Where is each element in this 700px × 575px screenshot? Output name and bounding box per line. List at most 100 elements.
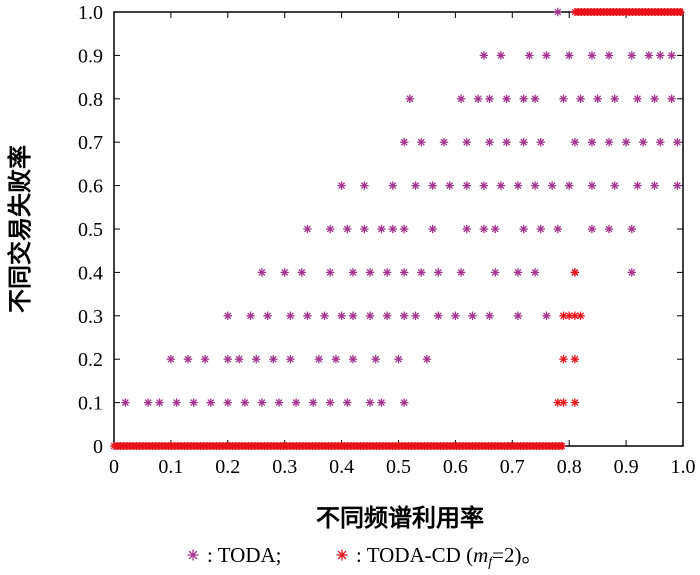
x-tick-label: 0.2 (215, 456, 240, 478)
y-axis-label: 不同交易失败率 (5, 145, 34, 313)
data-point-toda (496, 51, 506, 60)
data-point-toda-cd (559, 398, 568, 407)
legend-asterisk-toda (187, 549, 199, 561)
x-axis-label: 不同频谱利用率 (316, 503, 484, 532)
y-tick-label: 0 (93, 436, 103, 458)
data-point-toda (240, 398, 250, 407)
data-point-toda (485, 311, 494, 320)
x-tick-label: 0.4 (329, 456, 354, 478)
data-point-toda-cd (570, 355, 580, 364)
legend-label-toda-cd-sub: f (488, 555, 494, 570)
x-tick-label: 0.1 (158, 456, 183, 478)
data-point-toda (513, 181, 523, 190)
data-point-toda (513, 311, 523, 320)
plot-frame (113, 11, 684, 447)
data-point-toda (536, 224, 545, 234)
data-point-toda (587, 224, 597, 234)
data-point-toda (394, 355, 403, 364)
data-point-toda (343, 224, 352, 234)
x-tick-label: 1.0 (671, 456, 696, 478)
data-point-toda (434, 268, 443, 277)
data-run-toda-cd (570, 8, 685, 16)
data-point-toda (604, 51, 614, 60)
data-point-toda (223, 311, 232, 320)
data-point-toda (308, 398, 318, 407)
legend: : TODA; : TODA-CD (mf=2)。 (187, 543, 542, 570)
data-point-toda (519, 224, 528, 234)
data-point-toda (382, 268, 392, 277)
data-point-toda (337, 181, 346, 190)
data-point-toda (462, 181, 471, 190)
data-point-toda (303, 224, 312, 234)
data-point-toda (491, 268, 500, 277)
data-point-toda (485, 138, 494, 147)
data-point-toda (519, 94, 528, 103)
data-point-toda (456, 268, 466, 277)
y-tick-label: 0.9 (78, 45, 103, 67)
data-point-toda (269, 355, 278, 364)
data-point-toda (200, 355, 210, 364)
x-tick-label: 0.5 (386, 456, 411, 478)
y-tick-label: 0.4 (78, 262, 103, 284)
data-point-toda (223, 355, 232, 364)
data-point-toda (559, 94, 568, 103)
data-point-toda (570, 138, 580, 147)
data-point-toda (593, 94, 602, 103)
data-point-toda (633, 181, 642, 190)
data-point-toda (502, 138, 511, 147)
data-point-toda (331, 355, 341, 364)
y-tick-label: 0.2 (78, 349, 103, 371)
data-point-toda (382, 311, 392, 320)
data-point-toda (365, 268, 375, 277)
data-point-toda (576, 94, 585, 103)
data-point-toda (371, 355, 380, 364)
legend-label-toda-cd: : TODA-CD (mf=2)。 (356, 543, 542, 570)
data-point-toda (479, 224, 489, 234)
data-point-toda (348, 268, 358, 277)
data-point-toda (604, 138, 614, 147)
data-point-toda (377, 224, 386, 234)
data-point-toda (502, 94, 511, 103)
legend-label-toda-cd-main: : TODA-CD ( (356, 543, 473, 567)
data-point-toda (530, 181, 540, 190)
data-point-toda (667, 51, 676, 60)
data-point-toda (491, 224, 500, 234)
data-point-toda (399, 311, 409, 320)
data-point-toda (445, 181, 454, 190)
data-point-toda (326, 268, 335, 277)
data-point-toda (456, 94, 466, 103)
y-tick-label: 0.5 (78, 219, 103, 241)
data-point-toda (565, 181, 574, 190)
legend-label-toda-cd-end: =2)。 (492, 543, 542, 567)
data-point-toda (565, 51, 574, 60)
data-point-toda (627, 51, 636, 60)
data-point-toda (633, 94, 642, 103)
data-point-toda (525, 51, 534, 60)
data-point-toda (468, 311, 477, 320)
x-tick-label: 0.7 (500, 456, 525, 478)
data-point-toda (143, 398, 153, 407)
y-tick-labels: 0 0.1 0.2 0.3 0.4 0.5 0.6 0.7 0.8 0.9 1.0 (78, 2, 103, 458)
data-point-toda (673, 138, 682, 147)
data-point-toda (399, 398, 409, 407)
data-point-toda (365, 398, 375, 407)
x-tick-label: 0.6 (443, 456, 468, 478)
data-point-toda (326, 224, 335, 234)
data-point-toda (627, 268, 636, 277)
data-point-toda (587, 138, 597, 147)
data-point-toda (377, 398, 386, 407)
data-point-toda (462, 224, 471, 234)
data-point-toda (530, 94, 540, 103)
data-point-toda-cd (570, 268, 580, 277)
data-point-toda (337, 311, 346, 320)
data-point-toda (348, 311, 358, 320)
data-point-toda (326, 398, 335, 407)
data-point-toda (428, 181, 437, 190)
data-point-toda (360, 181, 369, 190)
data-point-toda (411, 311, 420, 320)
data-point-toda (320, 311, 329, 320)
data-point-toda (547, 181, 557, 190)
data-point-toda (252, 355, 261, 364)
y-tick-label: 0.6 (78, 176, 103, 198)
data-point-toda (439, 138, 449, 147)
